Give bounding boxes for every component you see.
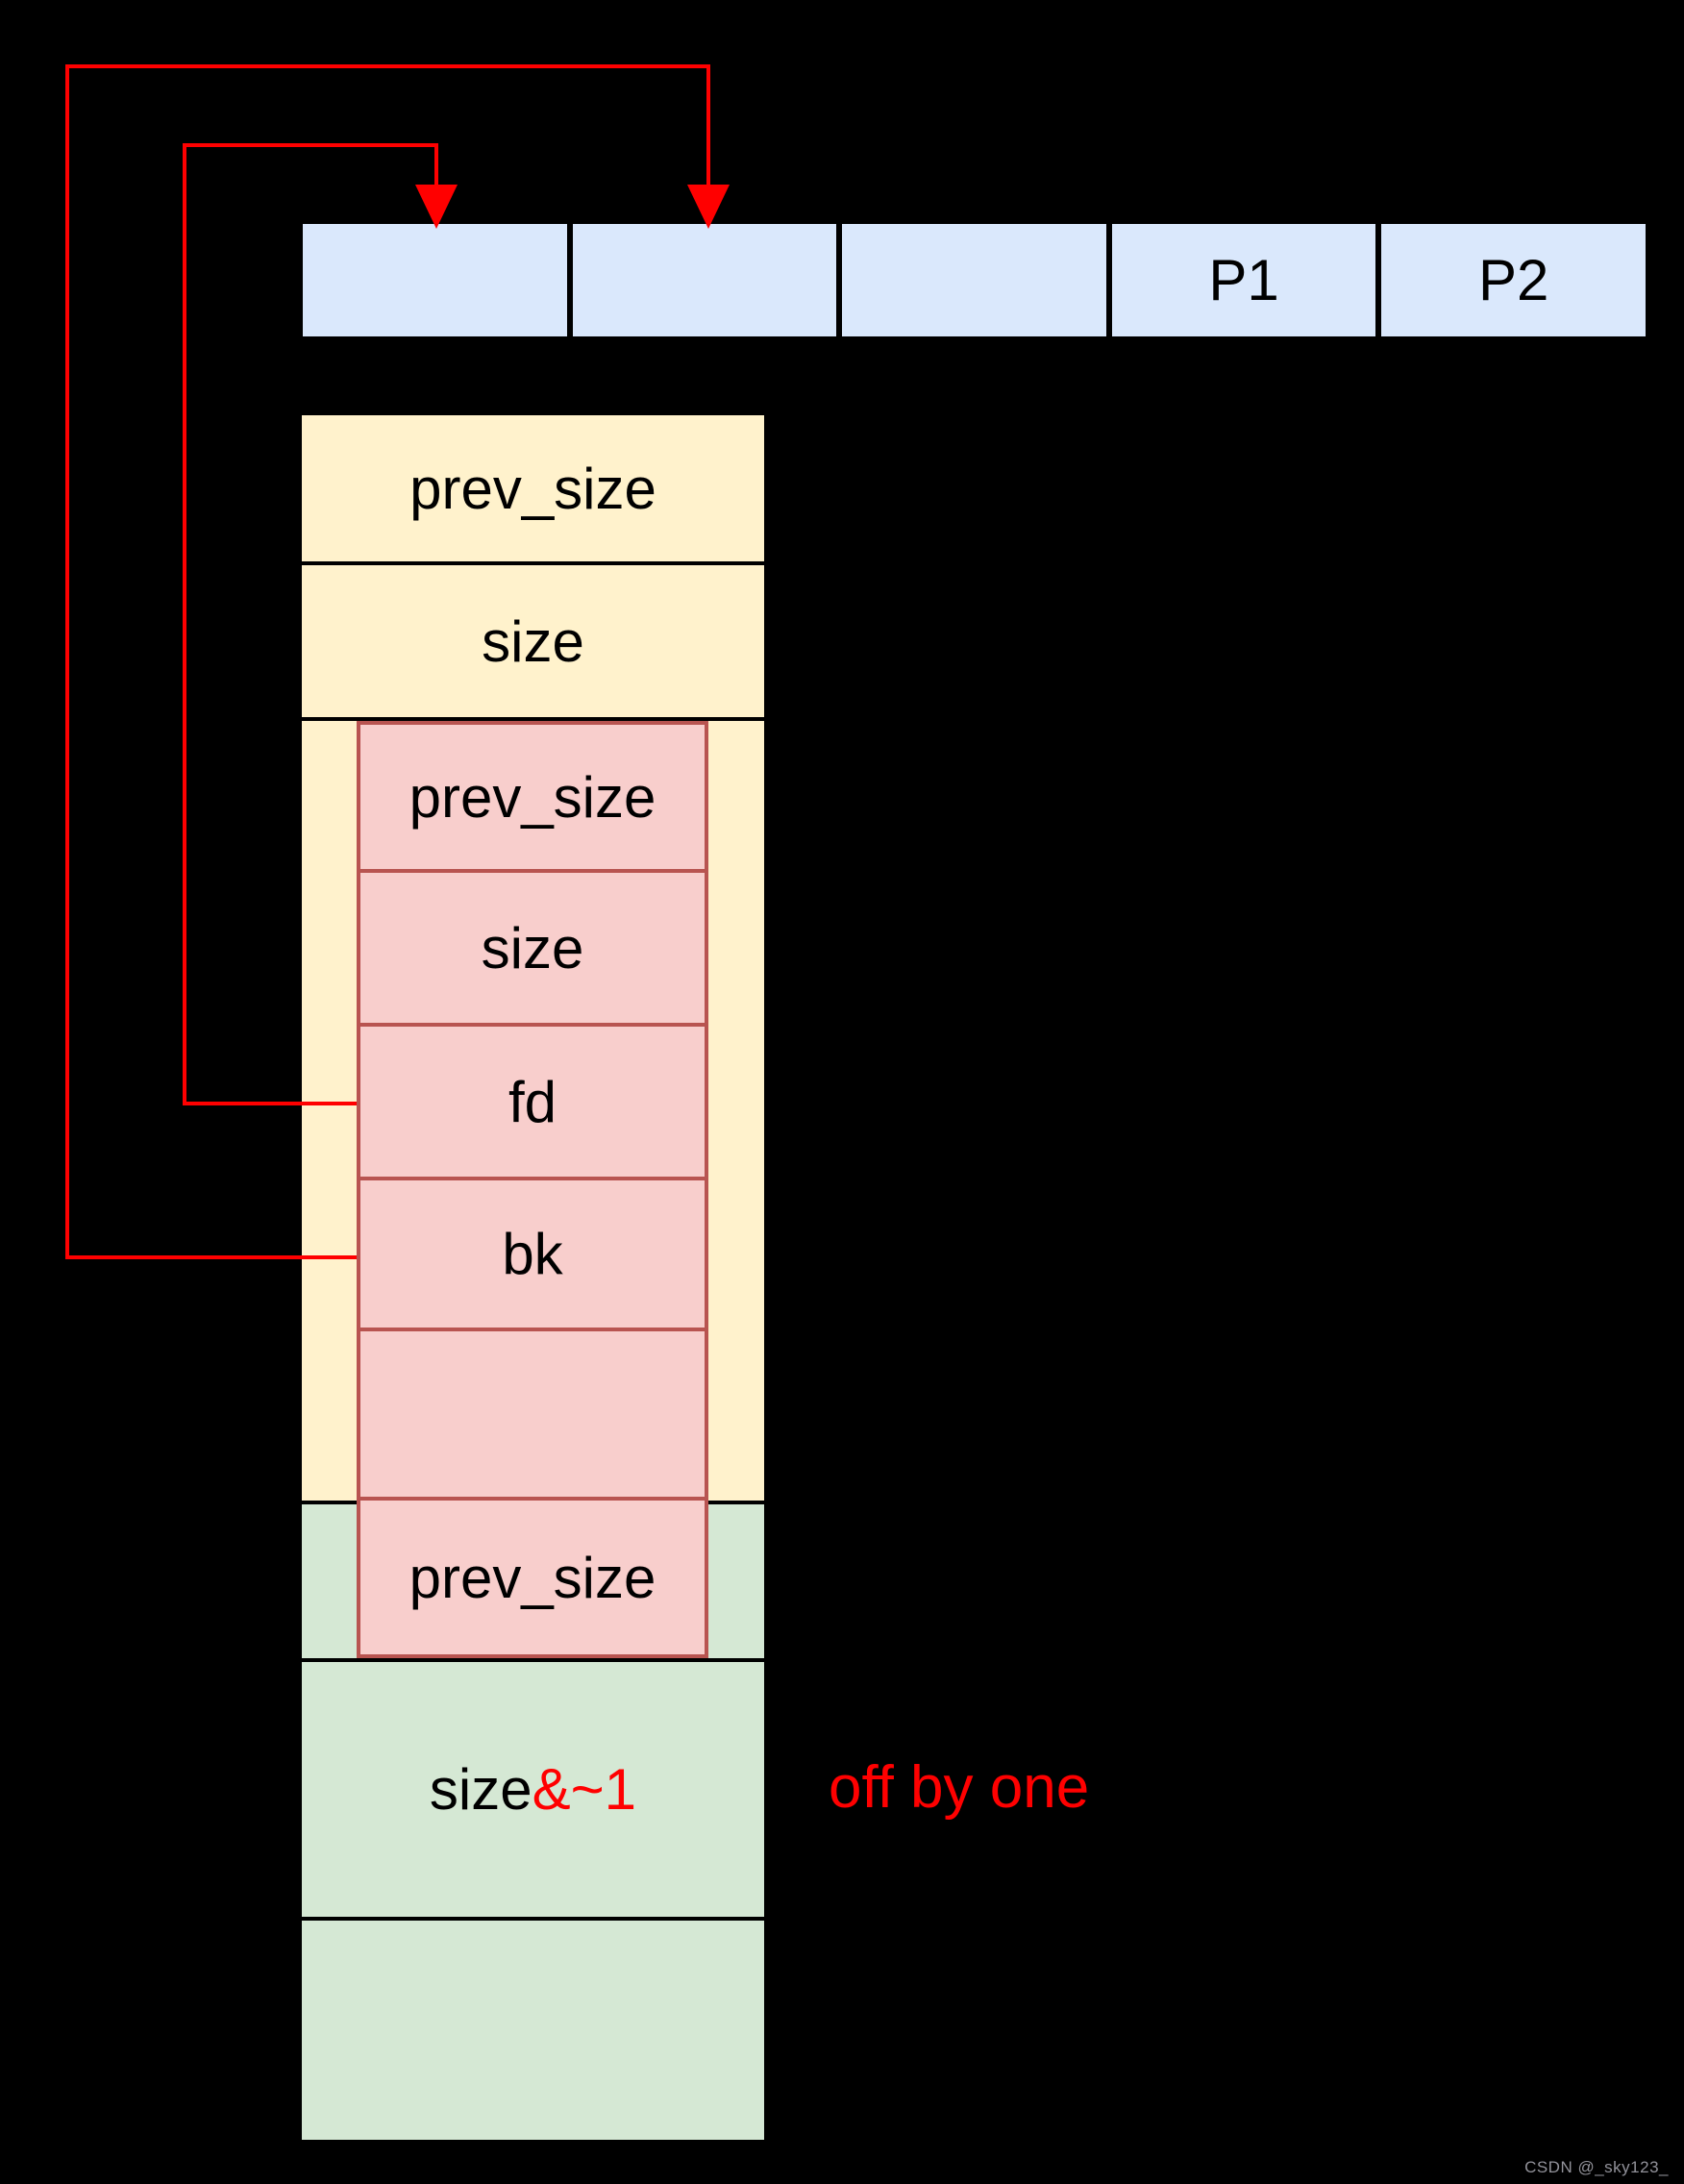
alloc-prev-size-cell: prev_size <box>302 415 764 565</box>
freed-prev-size-cell: prev_size <box>360 725 705 873</box>
pointer-cell-2 <box>842 224 1106 336</box>
pointer-cell-0 <box>303 224 567 336</box>
fd-connector-bottom-line <box>183 1102 357 1105</box>
pointer-cell-p1: P1 <box>1111 224 1376 336</box>
fd-connector-top-line <box>183 143 438 147</box>
watermark: CSDN @_sky123_ <box>1524 2158 1669 2176</box>
bk-connector-top-line <box>65 64 710 68</box>
freed-next-prev-size-cell: prev_size <box>409 1545 656 1610</box>
alloc-size-cell: size <box>302 565 764 721</box>
fd-connector-vertical-line <box>183 143 186 1105</box>
fd-arrow-head-icon <box>415 185 458 229</box>
freed-chunk-box: prev_size size fd bk prev_size <box>357 721 708 1658</box>
next-chunk-size-cell: size &~1 <box>302 1662 764 1921</box>
freed-fd-cell: fd <box>360 1027 705 1180</box>
bk-connector-bottom-line <box>65 1255 357 1259</box>
freed-body-cell <box>360 1331 705 1501</box>
pointer-cell-p2: P2 <box>1381 224 1646 336</box>
bk-connector-vertical-line <box>65 64 69 1259</box>
freed-bk-cell: bk <box>360 1180 705 1331</box>
fd-connector-drop-line <box>434 143 438 187</box>
pointer-cell-1 <box>572 224 837 336</box>
next-chunk-body-cell <box>302 1921 764 2144</box>
bk-connector-drop-line <box>706 64 710 187</box>
next-chunk-overlap-cell <box>302 1504 764 1662</box>
freed-size-cell: size <box>360 873 705 1027</box>
bk-arrow-head-icon <box>687 185 730 229</box>
next-size-label: size <box>429 1757 532 1822</box>
off-by-one-annotation: off by one <box>829 1754 1090 1821</box>
next-size-mask-label: &~1 <box>532 1757 637 1822</box>
pointer-array-row: P1 P2 <box>303 224 1646 336</box>
